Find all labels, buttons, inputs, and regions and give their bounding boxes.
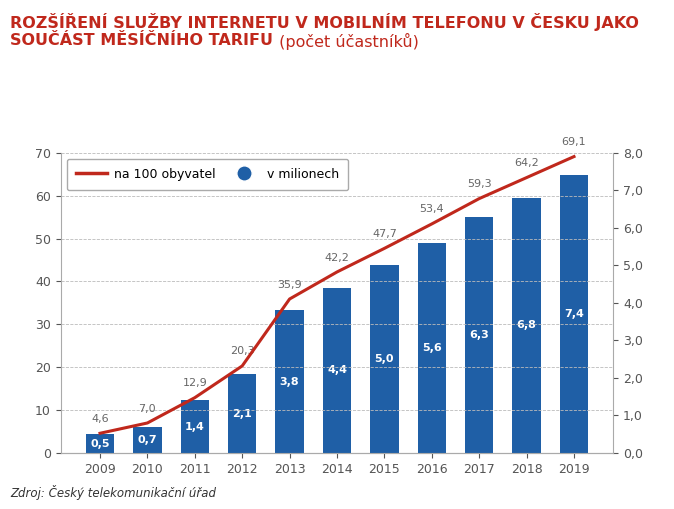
Bar bbox=[560, 175, 588, 453]
Text: Zdroj: Český telekomunikační úřad: Zdroj: Český telekomunikační úřad bbox=[10, 485, 216, 500]
Text: 5,6: 5,6 bbox=[422, 343, 441, 353]
Text: 4,4: 4,4 bbox=[327, 365, 347, 376]
Text: 6,8: 6,8 bbox=[517, 320, 537, 330]
Text: 2,1: 2,1 bbox=[233, 409, 252, 418]
Text: 3,8: 3,8 bbox=[280, 377, 299, 387]
Bar bbox=[512, 198, 541, 453]
Text: 12,9: 12,9 bbox=[183, 378, 207, 388]
Text: (počet účastníků): (počet účastníků) bbox=[274, 33, 419, 50]
Text: 6,3: 6,3 bbox=[469, 330, 489, 340]
Text: 53,4: 53,4 bbox=[419, 205, 444, 214]
Bar bbox=[465, 216, 493, 453]
Text: 0,5: 0,5 bbox=[90, 439, 110, 448]
Text: 47,7: 47,7 bbox=[372, 229, 397, 239]
Bar bbox=[370, 265, 398, 453]
Legend: na 100 obyvatel, v milionech: na 100 obyvatel, v milionech bbox=[67, 159, 348, 190]
Bar bbox=[181, 401, 209, 453]
Text: 59,3: 59,3 bbox=[467, 179, 491, 189]
Bar bbox=[418, 243, 446, 453]
Text: 20,3: 20,3 bbox=[230, 347, 255, 356]
Text: 0,7: 0,7 bbox=[137, 435, 157, 445]
Bar bbox=[86, 434, 114, 453]
Text: 7,4: 7,4 bbox=[564, 309, 584, 319]
Bar bbox=[133, 427, 162, 453]
Text: 1,4: 1,4 bbox=[185, 422, 205, 432]
Bar bbox=[323, 288, 351, 453]
Text: 5,0: 5,0 bbox=[375, 354, 394, 364]
Text: 7,0: 7,0 bbox=[139, 404, 156, 413]
Text: 69,1: 69,1 bbox=[561, 137, 586, 147]
Text: ROZŠÍŘENÍ SLUŽBY INTERNETU V MOBILNÍM TELEFONU V ČESKU JAKO: ROZŠÍŘENÍ SLUŽBY INTERNETU V MOBILNÍM TE… bbox=[10, 13, 639, 31]
Text: 42,2: 42,2 bbox=[325, 252, 349, 263]
Bar bbox=[228, 374, 256, 453]
Text: 4,6: 4,6 bbox=[91, 414, 109, 424]
Text: 35,9: 35,9 bbox=[277, 279, 302, 290]
Text: 64,2: 64,2 bbox=[514, 158, 539, 168]
Text: SOUČÁST MĚSÍČNÍHO TARIFU: SOUČÁST MĚSÍČNÍHO TARIFU bbox=[10, 33, 273, 48]
Bar bbox=[276, 310, 304, 453]
